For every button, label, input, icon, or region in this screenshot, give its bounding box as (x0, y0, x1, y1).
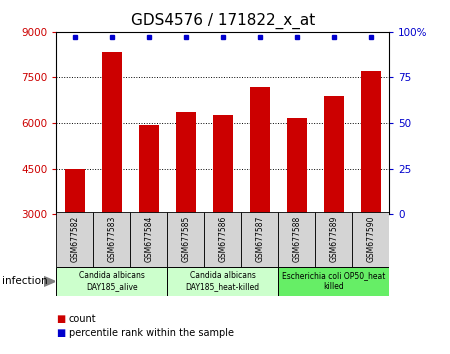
Bar (167, 267, 278, 296)
Bar (278, 212, 315, 267)
Bar (250, 86, 270, 214)
Bar (315, 212, 352, 267)
Text: GSM677589: GSM677589 (329, 216, 338, 262)
Title: GDS4576 / 171822_x_at: GDS4576 / 171822_x_at (130, 13, 315, 29)
Bar (241, 212, 278, 267)
Text: GSM677590: GSM677590 (366, 216, 375, 262)
Text: GSM677583: GSM677583 (107, 216, 116, 262)
Bar (360, 72, 381, 214)
Text: infection: infection (2, 276, 48, 286)
Bar (93, 212, 130, 267)
Text: ■: ■ (56, 328, 66, 338)
Text: Candida albicans
DAY185_heat-killed: Candida albicans DAY185_heat-killed (186, 272, 260, 291)
Bar (56, 212, 93, 267)
Text: Escherichia coli OP50_heat
killed: Escherichia coli OP50_heat killed (282, 272, 386, 291)
Bar (130, 212, 167, 267)
Text: percentile rank within the sample: percentile rank within the sample (69, 328, 234, 338)
Text: count: count (69, 314, 96, 324)
Bar (278, 267, 389, 296)
Bar (65, 169, 85, 214)
Bar (102, 52, 122, 214)
Text: Candida albicans
DAY185_alive: Candida albicans DAY185_alive (79, 272, 145, 291)
Text: GSM677586: GSM677586 (218, 216, 227, 262)
Bar (204, 212, 241, 267)
Text: GSM677585: GSM677585 (181, 216, 190, 262)
Bar (324, 96, 344, 214)
Bar (167, 212, 204, 267)
Text: ■: ■ (56, 314, 66, 324)
Text: GSM677588: GSM677588 (292, 216, 301, 262)
Bar (139, 125, 159, 214)
Bar (212, 115, 233, 214)
Text: GSM677587: GSM677587 (255, 216, 264, 262)
Polygon shape (44, 276, 55, 286)
Bar (287, 119, 307, 214)
Text: GSM677582: GSM677582 (70, 216, 79, 262)
Text: GSM677584: GSM677584 (144, 216, 153, 262)
Bar (176, 112, 196, 214)
Bar (352, 212, 389, 267)
Bar (56, 267, 167, 296)
